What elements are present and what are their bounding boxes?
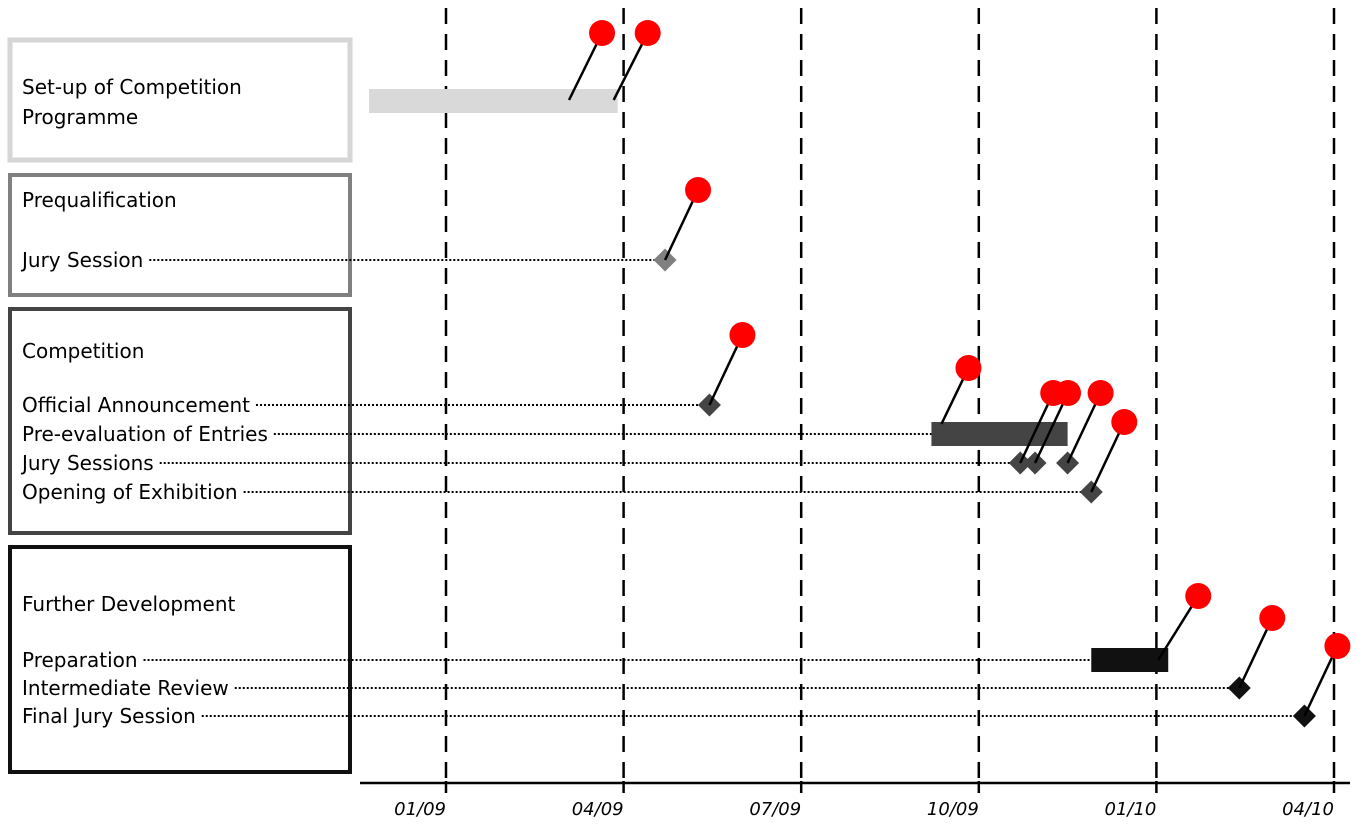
group-title-setup-0: Set-up of Competition	[22, 75, 242, 99]
gridlines	[444, 8, 1336, 781]
competition-row-2-milestone-1-pin-marker	[1055, 380, 1082, 406]
tick-label-01-09: 01/09	[394, 799, 446, 820]
competition-row-3-label: Opening of Exhibition	[22, 480, 238, 504]
further-row-2-milestone-0-pin-marker	[1324, 633, 1351, 659]
competition-row-0-milestone-0-pin-marker	[729, 322, 756, 348]
competition-row-2-label: Jury Sessions	[20, 451, 154, 475]
further-row-0-bar	[1091, 648, 1169, 672]
group-title-prequal-0: Prequalification	[22, 188, 177, 212]
further-row-1-label: Intermediate Review	[22, 676, 229, 700]
competition-row-3-milestone-0-pin-marker	[1111, 409, 1138, 435]
competition-row-2-milestone-2-pin-marker	[1087, 380, 1114, 406]
tick-label-04-09: 04/09	[572, 799, 624, 820]
further-row-1-milestone-0-pin-marker	[1259, 605, 1286, 631]
x-axis: 01/09 04/09 07/09 10/09 01/10 04/10	[360, 781, 1350, 820]
tick-label-01-10: 01/10	[1105, 799, 1157, 820]
group-title-setup-1: Programme	[22, 105, 138, 129]
further-row-0-pin-marker	[1185, 583, 1212, 609]
setup-row-0-pin-b-marker	[634, 20, 661, 46]
setup-row-0-pin-a-marker	[589, 20, 616, 46]
prequal-row-0-label: Jury Session	[20, 248, 143, 272]
further-row-2-label: Final Jury Session	[22, 704, 196, 728]
prequal-row-0-milestone-0-pin-marker	[685, 177, 712, 203]
tick-label-10-09: 10/09	[927, 799, 979, 820]
tick-label-04-10: 04/10	[1282, 799, 1334, 820]
setup-row-0-bar	[369, 89, 618, 113]
group-frame-prequal	[8, 173, 352, 297]
groups: Set-up of Competition Programme Prequalifi…	[7, 37, 1305, 774]
marks	[369, 20, 1351, 728]
group-title-competition-0: Competition	[22, 339, 144, 363]
competition-row-0-label: Official Announcement	[22, 393, 250, 417]
group-title-further-0: Further Development	[22, 592, 236, 616]
group-frame-setup	[7, 37, 353, 163]
tick-label-07-09: 07/09	[749, 799, 801, 820]
competition-row-1-bar	[931, 422, 1068, 446]
group-frame-further	[8, 545, 352, 774]
competition-row-1-label: Pre-evaluation of Entries	[22, 422, 268, 446]
competition-row-1-pin-marker	[955, 355, 982, 381]
group-frame-competition	[8, 307, 352, 535]
further-row-0-label: Preparation	[22, 648, 138, 672]
